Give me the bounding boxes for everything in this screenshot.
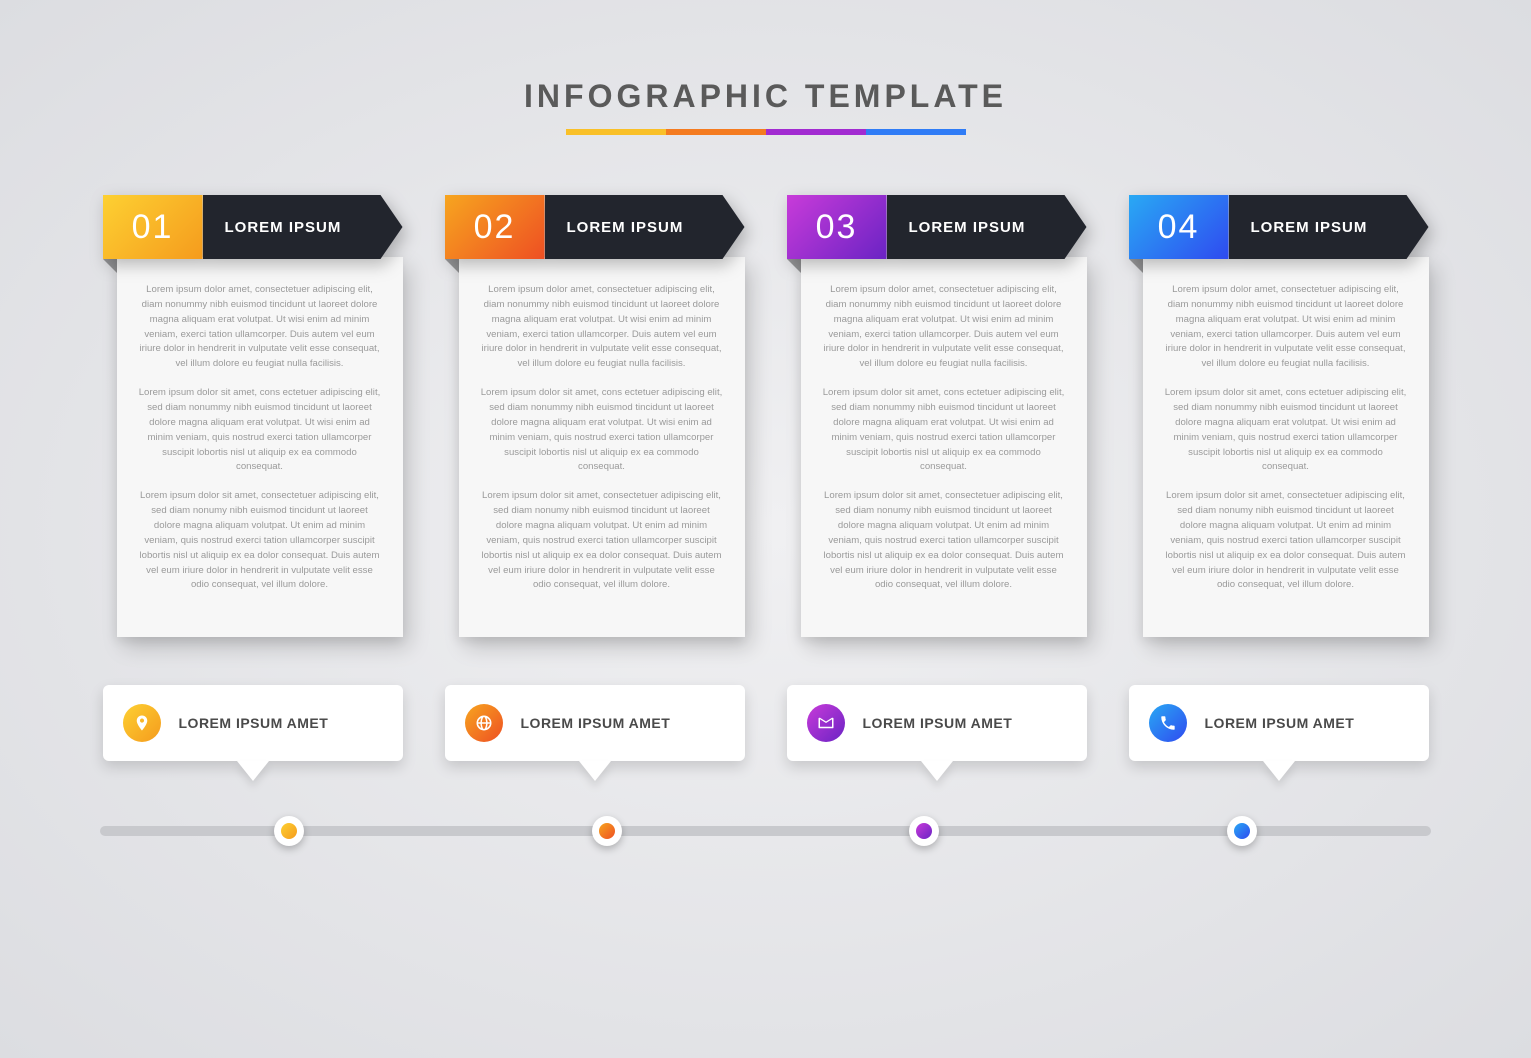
card-paragraph: Lorem ipsum dolor amet, consectetuer adi… bbox=[823, 283, 1065, 372]
step-number: 03 bbox=[787, 195, 887, 259]
step-label: LOREM IPSUM bbox=[887, 195, 1087, 259]
step-label: LOREM IPSUM bbox=[1229, 195, 1429, 259]
callout-box: LOREM IPSUM AMET bbox=[787, 685, 1087, 761]
step-ribbon: 03LOREM IPSUM bbox=[787, 195, 1087, 259]
card-paragraph: Lorem ipsum dolor sit amet, cons ectetue… bbox=[823, 386, 1065, 475]
timeline-dot-inner bbox=[599, 823, 615, 839]
callout-tail bbox=[579, 761, 611, 781]
ribbon-fold bbox=[787, 259, 801, 273]
card-paragraph: Lorem ipsum dolor amet, consectetuer adi… bbox=[481, 283, 723, 372]
step-4: 04LOREM IPSUM Lorem ipsum dolor amet, con… bbox=[1129, 195, 1429, 637]
accent-segment-4 bbox=[866, 129, 966, 135]
callout-tail bbox=[237, 761, 269, 781]
callout-tail bbox=[921, 761, 953, 781]
callout-tail bbox=[1263, 761, 1295, 781]
callout-box: LOREM IPSUM AMET bbox=[1129, 685, 1429, 761]
callout-box: LOREM IPSUM AMET bbox=[445, 685, 745, 761]
step-ribbon: 04LOREM IPSUM bbox=[1129, 195, 1429, 259]
timeline-dot-4 bbox=[1227, 816, 1257, 846]
card-paragraph: Lorem ipsum dolor amet, consectetuer adi… bbox=[139, 283, 381, 372]
card-paragraph: Lorem ipsum dolor sit amet, consectetuer… bbox=[481, 489, 723, 593]
accent-segment-3 bbox=[766, 129, 866, 135]
callout-label: LOREM IPSUM AMET bbox=[179, 715, 329, 731]
callout-3: LOREM IPSUM AMET bbox=[787, 685, 1087, 781]
step-ribbon: 02LOREM IPSUM bbox=[445, 195, 745, 259]
card-paragraph: Lorem ipsum dolor amet, consectetuer adi… bbox=[1165, 283, 1407, 372]
step-ribbon: 01LOREM IPSUM bbox=[103, 195, 403, 259]
accent-segment-1 bbox=[566, 129, 666, 135]
step-card: Lorem ipsum dolor amet, consectetuer adi… bbox=[459, 257, 745, 637]
timeline-dot-inner bbox=[1234, 823, 1250, 839]
callout-label: LOREM IPSUM AMET bbox=[1205, 715, 1355, 731]
callout-row: LOREM IPSUM AMET LOREM IPSUM AMET LOREM IP… bbox=[0, 685, 1531, 781]
step-number: 01 bbox=[103, 195, 203, 259]
card-paragraph: Lorem ipsum dolor sit amet, consectetuer… bbox=[1165, 489, 1407, 593]
step-card: Lorem ipsum dolor amet, consectetuer adi… bbox=[1143, 257, 1429, 637]
timeline-dot-1 bbox=[274, 816, 304, 846]
page-title: INFOGRAPHIC TEMPLATE bbox=[0, 78, 1531, 115]
steps-row: 01LOREM IPSUMLorem ipsum dolor amet, con… bbox=[0, 195, 1531, 637]
mail-icon bbox=[807, 704, 845, 742]
card-paragraph: Lorem ipsum dolor sit amet, cons ectetue… bbox=[139, 386, 381, 475]
title-accent-bar bbox=[566, 129, 966, 135]
step-1: 01LOREM IPSUM Lorem ipsum dolor amet, con… bbox=[103, 195, 403, 637]
step-label: LOREM IPSUM bbox=[545, 195, 745, 259]
callout-4: LOREM IPSUM AMET bbox=[1129, 685, 1429, 781]
card-paragraph: Lorem ipsum dolor sit amet, consectetuer… bbox=[139, 489, 381, 593]
card-paragraph: Lorem ipsum dolor sit amet, cons ectetue… bbox=[1165, 386, 1407, 475]
card-paragraph: Lorem ipsum dolor sit amet, cons ectetue… bbox=[481, 386, 723, 475]
step-3: 03LOREM IPSUM Lorem ipsum dolor amet, con… bbox=[787, 195, 1087, 637]
callout-1: LOREM IPSUM AMET bbox=[103, 685, 403, 781]
phone-icon bbox=[1149, 704, 1187, 742]
callout-label: LOREM IPSUM AMET bbox=[863, 715, 1013, 731]
step-number: 04 bbox=[1129, 195, 1229, 259]
card-paragraph: Lorem ipsum dolor sit amet, consectetuer… bbox=[823, 489, 1065, 593]
step-number: 02 bbox=[445, 195, 545, 259]
timeline-dot-inner bbox=[281, 823, 297, 839]
timeline bbox=[100, 811, 1431, 851]
step-card: Lorem ipsum dolor amet, consectetuer adi… bbox=[801, 257, 1087, 637]
pin-icon bbox=[123, 704, 161, 742]
ribbon-fold bbox=[1129, 259, 1143, 273]
timeline-dots bbox=[100, 811, 1431, 851]
step-2: 02LOREM IPSUM Lorem ipsum dolor amet, con… bbox=[445, 195, 745, 637]
step-card: Lorem ipsum dolor amet, consectetuer adi… bbox=[117, 257, 403, 637]
callout-box: LOREM IPSUM AMET bbox=[103, 685, 403, 761]
globe-icon bbox=[465, 704, 503, 742]
callout-2: LOREM IPSUM AMET bbox=[445, 685, 745, 781]
callout-label: LOREM IPSUM AMET bbox=[521, 715, 671, 731]
timeline-dot-inner bbox=[916, 823, 932, 839]
step-label: LOREM IPSUM bbox=[203, 195, 403, 259]
timeline-dot-2 bbox=[592, 816, 622, 846]
accent-segment-2 bbox=[666, 129, 766, 135]
ribbon-fold bbox=[445, 259, 459, 273]
ribbon-fold bbox=[103, 259, 117, 273]
timeline-dot-3 bbox=[909, 816, 939, 846]
